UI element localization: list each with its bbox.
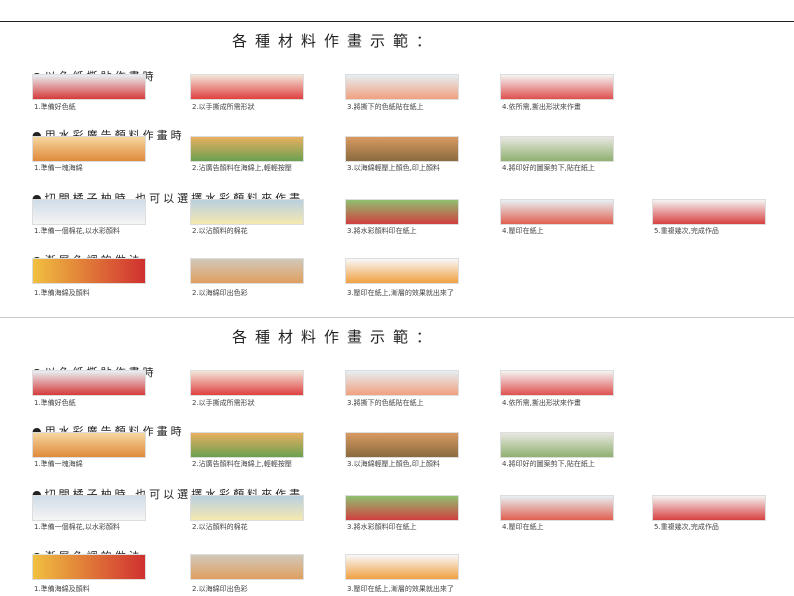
step-caption: 4.依所需,撕出形狀來作畫 bbox=[502, 399, 581, 407]
step-caption: 2.以沾顏料的棉花 bbox=[192, 227, 248, 235]
step-caption: 2.以手撕成所需形狀 bbox=[192, 399, 255, 407]
step-caption: 3.將撕下的色紙貼在紙上 bbox=[347, 399, 424, 407]
photo bbox=[500, 370, 614, 396]
step-caption: 2.以海綿印出色彩 bbox=[192, 289, 248, 297]
step-caption: 1.準備海綿及顏料 bbox=[34, 585, 90, 593]
step-caption: 4.將印好的圖案剪下,貼在紙上 bbox=[502, 460, 595, 468]
title: 各種材料作畫示範： bbox=[232, 328, 440, 346]
step-caption: 4.依所需,撕出形狀來作畫 bbox=[502, 103, 581, 111]
photo bbox=[190, 370, 304, 396]
photo bbox=[190, 554, 304, 580]
photo bbox=[500, 199, 614, 225]
step-caption: 3.以海綿輕壓上顏色,印上顏料 bbox=[347, 164, 440, 172]
step-caption: 5.重複幾次,完成作品 bbox=[654, 523, 719, 531]
step-caption: 2.沾廣告顏料在海綿上,輕輕按壓 bbox=[192, 460, 292, 468]
step-caption: 1.準備一個棉花,以水彩顏料 bbox=[34, 523, 120, 531]
step-caption: 2.以沾顏料的棉花 bbox=[192, 523, 248, 531]
photo bbox=[32, 495, 146, 521]
photo bbox=[32, 136, 146, 162]
photo bbox=[32, 370, 146, 396]
photo bbox=[345, 74, 459, 100]
step-caption: 5.重複幾次,完成作品 bbox=[654, 227, 719, 235]
photo bbox=[190, 199, 304, 225]
photo bbox=[345, 199, 459, 225]
step-caption: 1.準備一塊海綿 bbox=[34, 164, 83, 172]
photo bbox=[32, 258, 146, 284]
step-caption: 1.準備好色紙 bbox=[34, 399, 76, 407]
step-caption: 1.準備一塊海綿 bbox=[34, 460, 83, 468]
photo bbox=[32, 199, 146, 225]
photo bbox=[190, 74, 304, 100]
photo bbox=[652, 199, 766, 225]
photo bbox=[190, 258, 304, 284]
rule-line bbox=[0, 21, 794, 22]
photo bbox=[345, 432, 459, 458]
photo bbox=[32, 554, 146, 580]
step-caption: 3.壓印在紙上,漸層的效果就出來了 bbox=[347, 289, 454, 297]
title: 各種材料作畫示範： bbox=[232, 32, 440, 50]
step-caption: 3.將水彩顏料印在紙上 bbox=[347, 523, 417, 531]
page-divider bbox=[0, 317, 794, 318]
photo bbox=[345, 554, 459, 580]
step-caption: 4.壓印在紙上 bbox=[502, 227, 544, 235]
step-caption: 2.以手撕成所需形狀 bbox=[192, 103, 255, 111]
step-caption: 1.準備海綿及顏料 bbox=[34, 289, 90, 297]
photo bbox=[345, 136, 459, 162]
photo bbox=[190, 432, 304, 458]
photo bbox=[345, 370, 459, 396]
photo bbox=[190, 136, 304, 162]
step-caption: 3.以海綿輕壓上顏色,印上顏料 bbox=[347, 460, 440, 468]
photo bbox=[32, 432, 146, 458]
photo bbox=[500, 495, 614, 521]
step-caption: 3.將撕下的色紙貼在紙上 bbox=[347, 103, 424, 111]
photo bbox=[500, 136, 614, 162]
photo bbox=[652, 495, 766, 521]
step-caption: 2.沾廣告顏料在海綿上,輕輕按壓 bbox=[192, 164, 292, 172]
photo bbox=[32, 74, 146, 100]
photo bbox=[345, 495, 459, 521]
step-caption: 4.將印好的圖案剪下,貼在紙上 bbox=[502, 164, 595, 172]
photo bbox=[500, 74, 614, 100]
step-caption: 1.準備好色紙 bbox=[34, 103, 76, 111]
step-caption: 4.壓印在紙上 bbox=[502, 523, 544, 531]
step-caption: 1.準備一個棉花,以水彩顏料 bbox=[34, 227, 120, 235]
step-caption: 3.壓印在紙上,漸層的效果就出來了 bbox=[347, 585, 454, 593]
photo bbox=[345, 258, 459, 284]
step-caption: 3.將水彩顏料印在紙上 bbox=[347, 227, 417, 235]
step-caption: 2.以海綿印出色彩 bbox=[192, 585, 248, 593]
photo bbox=[500, 432, 614, 458]
photo bbox=[190, 495, 304, 521]
